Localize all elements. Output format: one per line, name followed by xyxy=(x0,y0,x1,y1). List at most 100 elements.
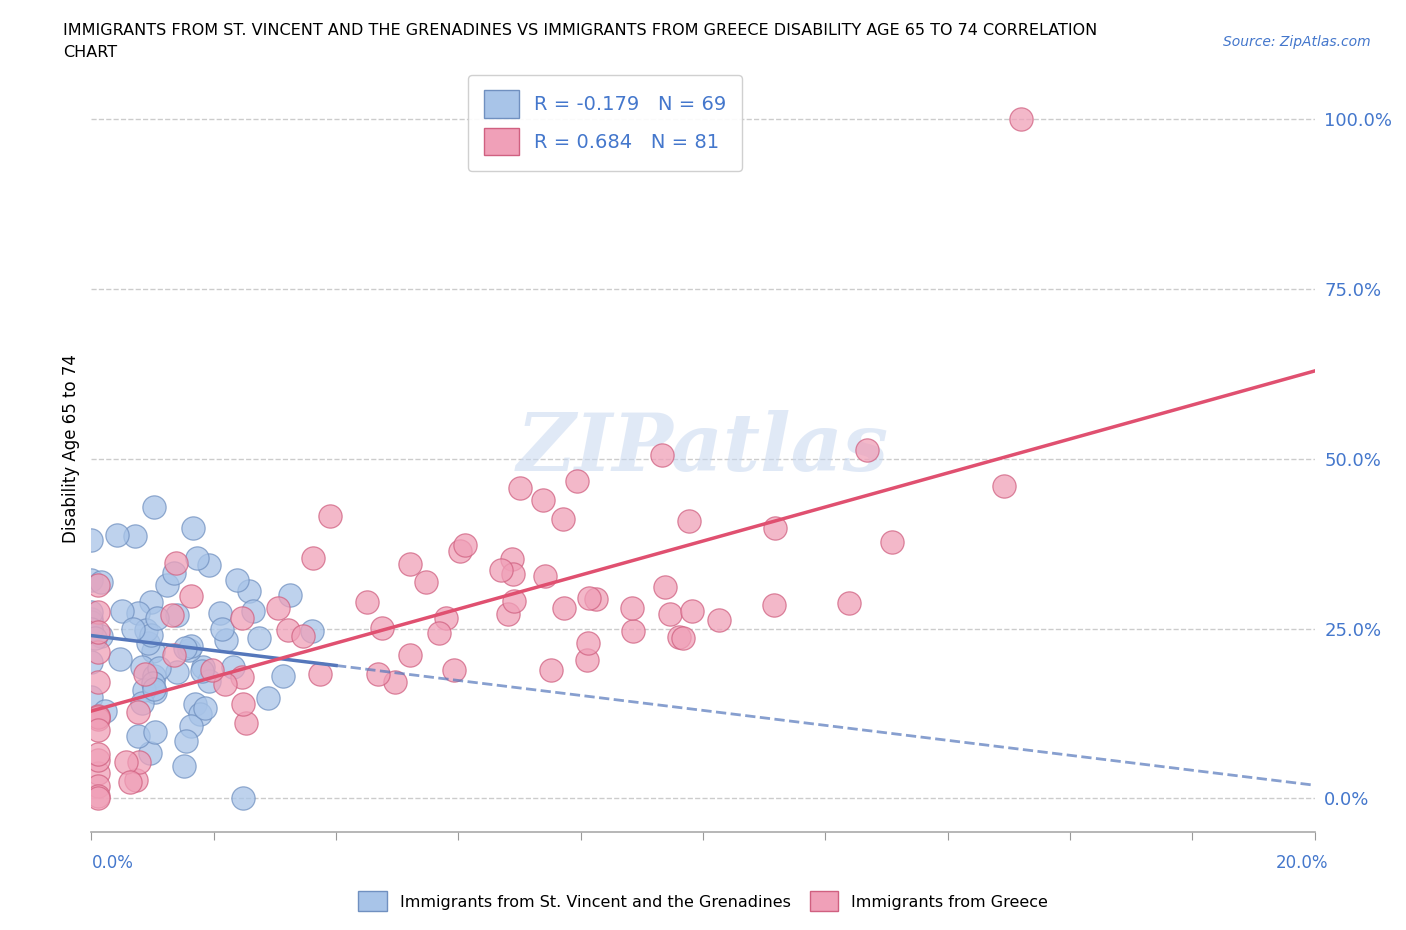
Point xyxy=(163,647,186,662)
Point xyxy=(271,669,294,684)
Point xyxy=(142,676,165,691)
Point xyxy=(576,635,599,650)
Point xyxy=(681,604,703,618)
Point xyxy=(763,521,786,536)
Point xyxy=(80,614,103,629)
Legend: R = -0.179   N = 69, R = 0.684   N = 81: R = -0.179 N = 69, R = 0.684 N = 81 xyxy=(468,74,742,171)
Point xyxy=(449,543,471,558)
Text: IMMIGRANTS FROM ST. VINCENT AND THE GRENADINES VS IMMIGRANTS FROM GREECE DISABIL: IMMIGRANTS FROM ST. VINCENT AND THE GREN… xyxy=(63,23,1098,38)
Point xyxy=(247,631,270,645)
Point xyxy=(139,594,162,609)
Point xyxy=(278,588,301,603)
Point xyxy=(585,591,607,606)
Point xyxy=(371,620,394,635)
Point xyxy=(125,773,148,788)
Point xyxy=(232,697,254,711)
Point xyxy=(551,512,574,526)
Point xyxy=(672,631,695,645)
Point xyxy=(174,641,197,656)
Point xyxy=(180,589,202,604)
Point xyxy=(143,724,166,739)
Point xyxy=(707,613,730,628)
Point xyxy=(659,606,682,621)
Point xyxy=(501,551,523,566)
Point xyxy=(427,625,450,640)
Point xyxy=(291,629,314,644)
Point xyxy=(86,789,108,804)
Point xyxy=(503,593,526,608)
Point xyxy=(201,662,224,677)
Point xyxy=(86,790,108,805)
Point xyxy=(190,664,212,679)
Point xyxy=(80,624,103,639)
Point xyxy=(132,683,155,698)
Point xyxy=(180,639,202,654)
Point xyxy=(194,700,217,715)
Text: Source: ZipAtlas.com: Source: ZipAtlas.com xyxy=(1223,35,1371,49)
Point xyxy=(160,607,183,622)
Point xyxy=(80,604,103,619)
Point xyxy=(183,521,205,536)
Point xyxy=(86,753,108,768)
Point xyxy=(553,601,575,616)
Point xyxy=(384,675,406,690)
Point xyxy=(540,662,562,677)
Point xyxy=(94,703,117,718)
Point xyxy=(318,509,340,524)
Point xyxy=(131,696,153,711)
Point xyxy=(993,479,1015,494)
Point xyxy=(621,624,644,639)
Point xyxy=(443,662,465,677)
Point xyxy=(399,556,422,571)
Point xyxy=(86,710,108,724)
Point xyxy=(165,556,187,571)
Point xyxy=(509,481,531,496)
Point xyxy=(124,528,146,543)
Point xyxy=(838,596,860,611)
Text: 20.0%: 20.0% xyxy=(1277,854,1329,872)
Point xyxy=(454,538,477,552)
Text: ZIPatlas: ZIPatlas xyxy=(517,410,889,487)
Point xyxy=(235,716,257,731)
Point xyxy=(166,665,188,680)
Point xyxy=(86,604,108,619)
Point xyxy=(173,758,195,773)
Point xyxy=(222,659,245,674)
Point xyxy=(367,667,389,682)
Point xyxy=(231,611,253,626)
Point xyxy=(184,697,207,711)
Point xyxy=(651,447,673,462)
Point xyxy=(301,624,323,639)
Point xyxy=(302,551,325,565)
Point xyxy=(128,754,150,769)
Point xyxy=(86,711,108,726)
Point xyxy=(83,631,105,645)
Point xyxy=(163,565,186,580)
Text: 0.0%: 0.0% xyxy=(91,854,134,872)
Point xyxy=(576,653,599,668)
Point xyxy=(215,632,238,647)
Point xyxy=(226,573,249,588)
Point xyxy=(496,606,519,621)
Point xyxy=(231,670,253,684)
Point xyxy=(415,575,437,590)
Point xyxy=(668,630,690,644)
Point xyxy=(356,594,378,609)
Text: CHART: CHART xyxy=(63,45,117,60)
Point xyxy=(856,443,879,458)
Point xyxy=(142,644,165,658)
Point xyxy=(86,708,108,723)
Point xyxy=(139,628,162,643)
Point xyxy=(80,655,103,670)
Point xyxy=(567,473,589,488)
Point xyxy=(191,659,214,674)
Point xyxy=(578,591,600,605)
Point xyxy=(238,584,260,599)
Point xyxy=(139,745,162,760)
Point xyxy=(111,604,134,618)
Point xyxy=(131,659,153,674)
Point xyxy=(232,790,254,805)
Point xyxy=(186,551,208,565)
Legend: Immigrants from St. Vincent and the Grenadines, Immigrants from Greece: Immigrants from St. Vincent and the Gren… xyxy=(352,885,1054,917)
Point xyxy=(122,621,145,636)
